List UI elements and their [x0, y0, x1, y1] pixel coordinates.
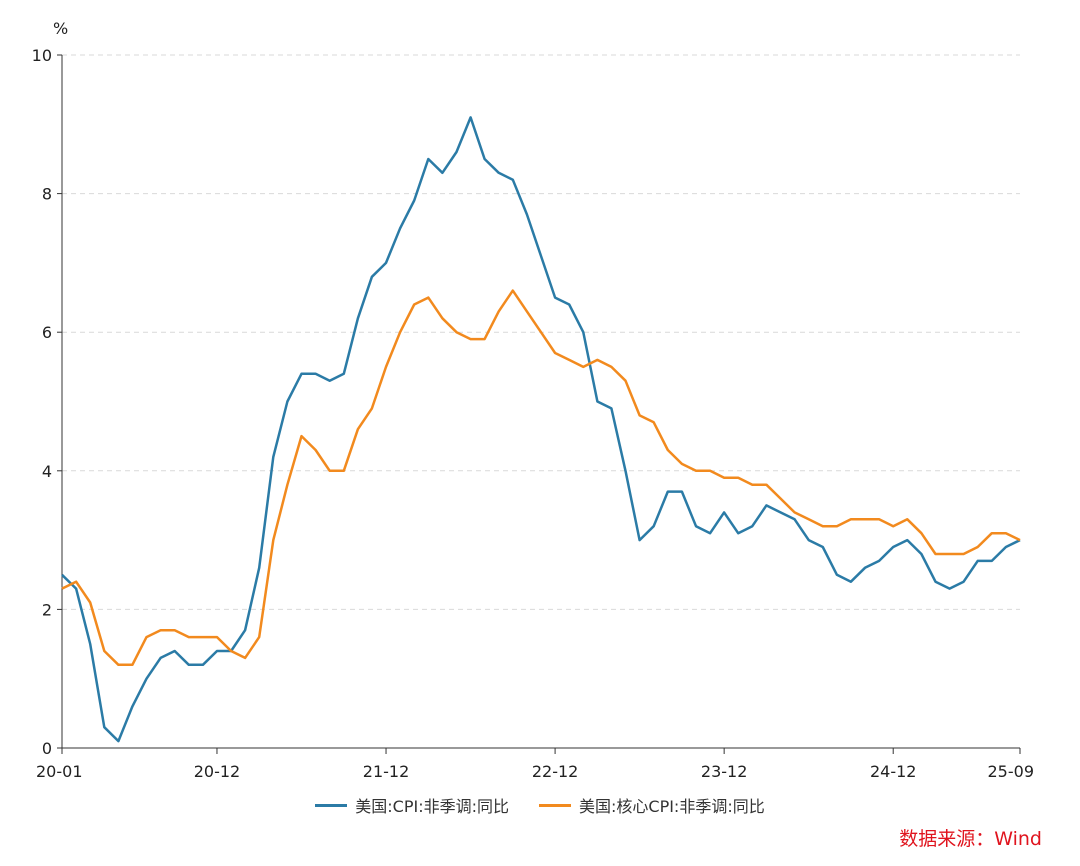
y-tick-label: 8 [42, 185, 52, 204]
legend-item-core-cpi[interactable]: 美国:核心CPI:非季调:同比 [539, 793, 765, 817]
x-tick-label: 22-12 [532, 762, 579, 781]
y-tick-label: 4 [42, 462, 52, 481]
legend-swatch-cpi [315, 803, 348, 807]
y-tick-label: 2 [42, 600, 52, 619]
legend-item-cpi[interactable]: 美国:CPI:非季调:同比 [315, 793, 509, 817]
legend-label-core-cpi: 美国:核心CPI:非季调:同比 [579, 797, 765, 816]
x-tick-label: 25-09 [988, 762, 1035, 781]
legend-swatch-core-cpi [539, 803, 571, 807]
y-tick-label: 0 [42, 739, 52, 758]
x-tick-label: 20-01 [36, 762, 83, 781]
x-tick-label: 20-12 [194, 762, 241, 781]
x-tick-label: 23-12 [701, 762, 748, 781]
cpi-series-line [61, 116, 1021, 743]
x-tick-label: 21-12 [363, 762, 410, 781]
y-axis-unit-label: % [53, 19, 68, 38]
core-cpi-series-line [61, 289, 1021, 667]
legend: 美国:CPI:非季调:同比 美国:核心CPI:非季调:同比 [0, 793, 1080, 817]
data-source-note: 数据来源：Wind [899, 828, 1042, 850]
legend-label-cpi: 美国:CPI:非季调:同比 [355, 797, 509, 816]
y-tick-label: 10 [32, 46, 52, 65]
y-tick-label: 6 [42, 323, 52, 342]
x-tick-label: 24-12 [870, 762, 917, 781]
